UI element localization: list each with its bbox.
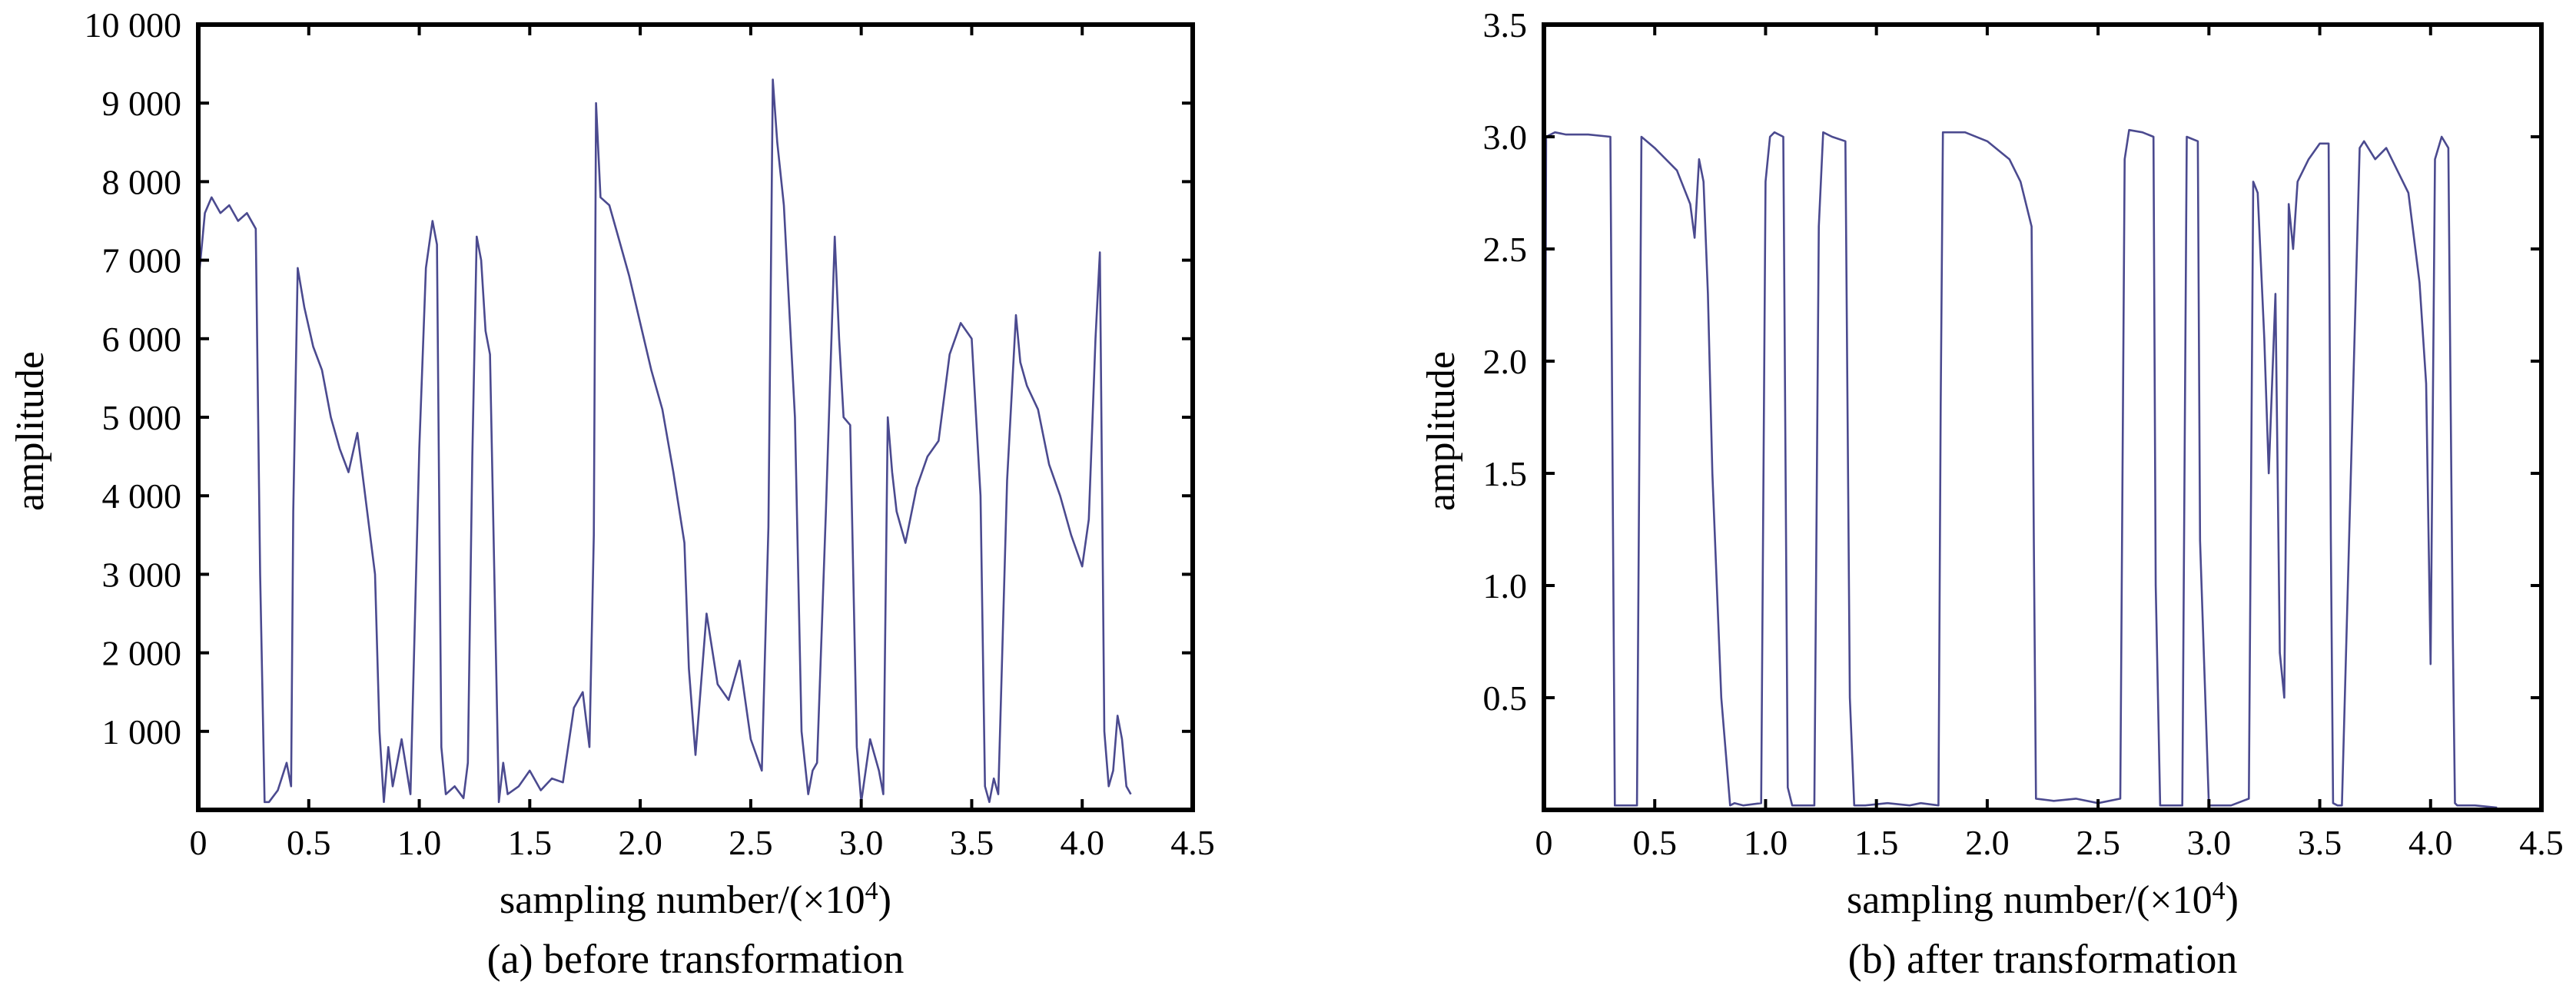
x-tick-label: 1.0 xyxy=(397,823,442,862)
x-tick-label: 1.0 xyxy=(1744,823,1788,862)
x-tick-label: 1.5 xyxy=(508,823,553,862)
x-tick-label: 0.5 xyxy=(287,823,331,862)
series-line xyxy=(197,78,1132,804)
chart-panel-b: 0 0.5 1.0 1.5 2.0 2.5 3.0 3.5 4.0 4.5 0.5 1.0 1.5 2.0… xyxy=(1419,5,2564,982)
x-axis-title: sampling number/(×104) xyxy=(1847,877,2239,923)
y-tick-label: 2.0 xyxy=(1483,342,1528,381)
x-tick-label: 4.0 xyxy=(2408,823,2453,862)
y-axis-title: amplitude xyxy=(8,351,52,511)
y-tick-label: 8 000 xyxy=(102,162,182,201)
x-tick-label: 2.5 xyxy=(729,823,773,862)
y-tick-label: 3.5 xyxy=(1483,5,1528,45)
y-tick-label: 1 000 xyxy=(102,712,182,751)
x-tick-label: 2.5 xyxy=(2076,823,2120,862)
x-tick-label: 0.5 xyxy=(1632,823,1677,862)
panel-caption: (b) after transformation xyxy=(1848,936,2238,982)
y-tick-label: 0.5 xyxy=(1483,678,1528,718)
y-tick-label: 1.5 xyxy=(1483,454,1528,493)
y-tick-label: 2 000 xyxy=(102,634,182,673)
x-tick-label: 0 xyxy=(1535,823,1553,862)
x-tick-label: 2.0 xyxy=(618,823,662,862)
x-tick-label: 4.0 xyxy=(1060,823,1104,862)
panel-caption: (a) before transformation xyxy=(487,936,905,982)
y-tick-label: 5 000 xyxy=(102,398,182,437)
x-tick-label: 1.5 xyxy=(1854,823,1899,862)
x-tick-label: 4.5 xyxy=(2519,823,2564,862)
y-tick-label: 3 000 xyxy=(102,555,182,594)
y-tick-label: 6 000 xyxy=(102,320,182,359)
y-tick-label: 4 000 xyxy=(102,476,182,516)
x-tick-label: 2.0 xyxy=(1965,823,2010,862)
x-tick-label: 3.5 xyxy=(950,823,994,862)
y-tick-label: 10 000 xyxy=(85,5,182,45)
y-tick-label: 2.5 xyxy=(1483,230,1528,269)
y-tick-label: 1.0 xyxy=(1483,566,1528,605)
chart-panel-a: 0 0.5 1.0 1.5 2.0 2.5 3.0 3.5 4.0 4.5 1 000 2 000 3 … xyxy=(8,5,1215,982)
x-tick-label: 4.5 xyxy=(1170,823,1215,862)
x-tick-label: 3.0 xyxy=(2187,823,2232,862)
y-tick-label: 9 000 xyxy=(102,84,182,123)
series-line xyxy=(1542,128,2498,811)
x-tick-label: 3.5 xyxy=(2298,823,2342,862)
y-axis-title: amplitude xyxy=(1419,351,1463,511)
plot-frame xyxy=(196,22,1195,812)
x-tick-label: 3.0 xyxy=(839,823,884,862)
y-tick-label: 7 000 xyxy=(102,241,182,280)
plot-frame xyxy=(1542,22,2544,812)
y-tick-label: 3.0 xyxy=(1483,118,1528,157)
x-axis-title: sampling number/(×104) xyxy=(500,877,891,923)
x-tick-label: 0 xyxy=(190,823,207,862)
